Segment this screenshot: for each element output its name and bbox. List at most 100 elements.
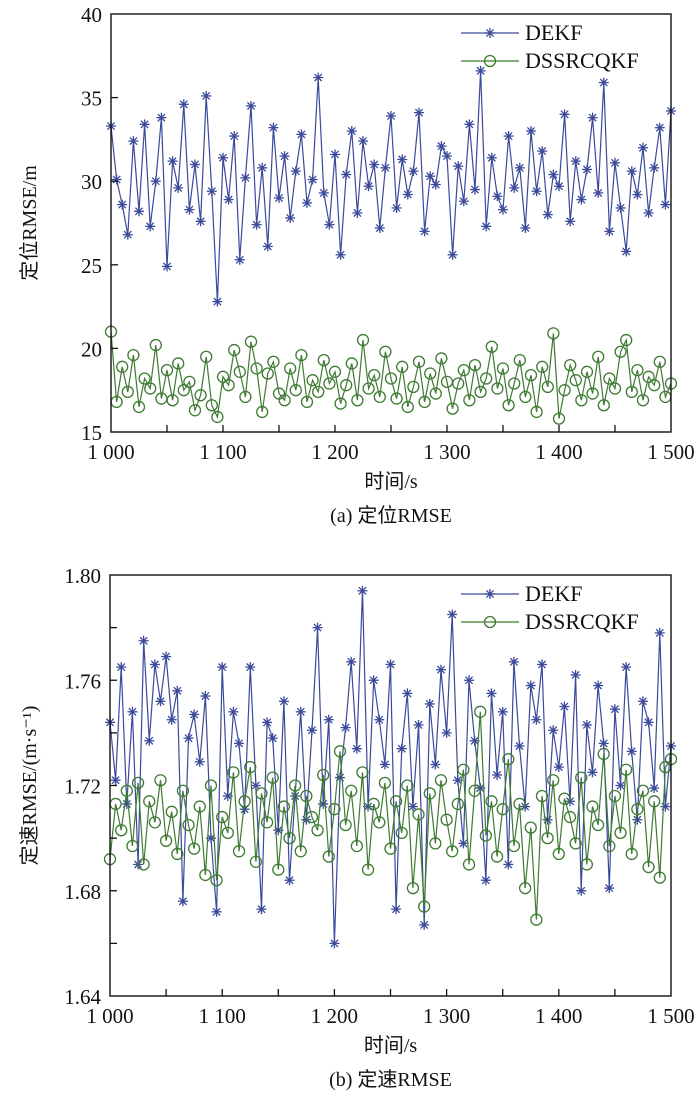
data-point-dekf — [161, 651, 172, 662]
data-point-dssrcqkf — [418, 900, 431, 913]
data-point-dekf — [144, 735, 155, 746]
data-point-dssrcqkf — [625, 847, 638, 861]
data-point-dekf — [307, 174, 318, 185]
data-point-dssrcqkf — [569, 374, 582, 387]
y-tick-label: 40 — [81, 3, 102, 27]
data-point-dekf — [211, 906, 222, 917]
data-point-dekf — [626, 166, 637, 177]
x-axis-label: 时间/s — [364, 470, 418, 493]
data-point-dssrcqkf — [233, 365, 246, 378]
data-point-dekf — [194, 756, 205, 767]
data-point-dssrcqkf — [368, 369, 381, 382]
data-point-dekf — [604, 226, 615, 237]
x-tick-label: 1 300 — [423, 1004, 470, 1028]
data-point-dekf — [537, 146, 548, 157]
data-point-dekf — [323, 714, 334, 725]
data-point-dekf — [256, 904, 267, 915]
data-point-dssrcqkf — [267, 355, 280, 368]
data-point-dssrcqkf — [334, 397, 347, 410]
data-point-dekf — [162, 261, 172, 272]
x-tick-label: 1 000 — [86, 1004, 133, 1028]
data-point-dekf — [240, 172, 251, 183]
y-tick-label: 1.80 — [64, 564, 101, 588]
plot-frame — [109, 574, 672, 997]
data-point-dekf — [536, 659, 547, 670]
data-point-dekf — [324, 219, 335, 230]
data-point-dssrcqkf — [541, 831, 554, 845]
legend-marker-asterisk-icon — [485, 28, 495, 38]
data-point-dekf — [177, 896, 188, 907]
y-tick-label: 20 — [81, 337, 102, 361]
data-point-dssrcqkf — [131, 776, 145, 790]
data-point-dssrcqkf — [227, 766, 240, 779]
data-point-dekf — [330, 149, 340, 160]
data-point-dekf — [223, 194, 234, 205]
data-point-dekf — [189, 709, 200, 720]
y-axis-label: 定速RMSE/(m·s⁻¹) — [18, 706, 41, 866]
data-point-dssrcqkf — [126, 839, 139, 853]
data-point-dekf — [654, 627, 665, 638]
data-point-dssrcqkf — [356, 766, 369, 779]
data-point-dekf — [302, 197, 312, 208]
data-point-dssrcqkf — [631, 363, 644, 377]
data-point-dekf — [195, 216, 206, 227]
data-point-dekf — [149, 659, 160, 670]
data-point-dssrcqkf — [429, 837, 442, 850]
data-point-dekf — [447, 249, 458, 260]
data-point-dekf — [632, 814, 643, 825]
data-point-dssrcqkf — [115, 824, 128, 837]
data-point-dekf — [352, 207, 363, 218]
data-point-dekf — [570, 669, 581, 680]
data-point-dekf — [598, 77, 609, 88]
data-point-dssrcqkf — [575, 771, 588, 784]
data-point-dekf — [402, 189, 413, 200]
data-point-dssrcqkf — [580, 365, 594, 378]
data-point-dssrcqkf — [547, 327, 560, 340]
legend-label-dekf: DEKF — [525, 20, 582, 45]
data-point-dssrcqkf — [418, 395, 431, 409]
data-point-dssrcqkf — [350, 839, 363, 853]
data-point-dekf — [245, 662, 256, 673]
data-point-dekf — [414, 107, 424, 118]
data-point-dekf — [408, 166, 419, 177]
data-point-dssrcqkf — [345, 784, 358, 797]
data-point-dekf — [234, 738, 245, 749]
data-point-dssrcqkf — [547, 774, 560, 787]
data-point-dssrcqkf — [222, 379, 235, 392]
data-point-dekf — [251, 219, 262, 230]
data-point-dekf — [262, 241, 273, 252]
data-point-dssrcqkf — [580, 858, 593, 871]
data-point-dssrcqkf — [340, 379, 353, 392]
data-point-dekf — [531, 186, 542, 197]
data-point-dssrcqkf — [636, 784, 650, 797]
data-point-dekf — [178, 99, 189, 110]
data-point-dssrcqkf — [490, 850, 504, 863]
data-point-dekf — [267, 733, 278, 744]
data-point-dssrcqkf — [272, 863, 285, 876]
data-point-dssrcqkf — [200, 350, 213, 363]
data-point-dssrcqkf — [182, 818, 195, 832]
data-point-dekf — [201, 90, 212, 101]
data-point-dekf — [660, 199, 671, 210]
data-point-dssrcqkf — [653, 355, 666, 368]
x-tick-label: 1 100 — [199, 440, 246, 464]
data-point-dssrcqkf — [619, 763, 633, 776]
asterisk-icon — [485, 28, 495, 38]
data-point-dssrcqkf — [120, 784, 133, 797]
data-point-dssrcqkf — [149, 338, 162, 352]
data-point-dekf — [318, 187, 329, 198]
data-point-dssrcqkf — [284, 362, 297, 375]
data-point-dekf — [138, 635, 149, 646]
data-point-dssrcqkf — [468, 784, 481, 797]
data-point-dekf — [407, 801, 418, 812]
data-point-dssrcqkf — [171, 847, 184, 861]
data-point-dssrcqkf — [204, 779, 218, 792]
data-point-dekf — [610, 157, 620, 168]
data-point-dekf — [520, 223, 531, 234]
data-point-dssrcqkf — [558, 384, 571, 397]
data-point-dssrcqkf — [317, 768, 330, 782]
chart-velocity-rmse: 1 000 1 100 1 200 1 300 1 400 1 500 1.64 1.68 1.… — [18, 564, 695, 1091]
data-point-dssrcqkf — [519, 390, 532, 404]
data-point-dssrcqkf — [631, 803, 644, 816]
